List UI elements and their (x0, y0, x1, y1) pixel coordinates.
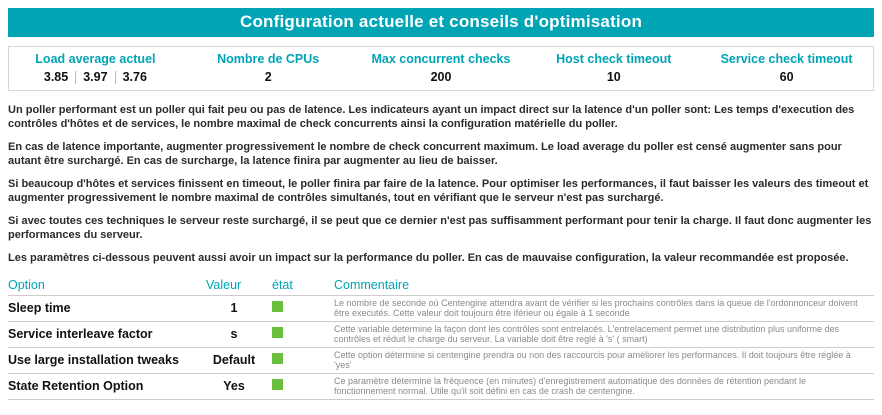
option-comment: Cette option détermine si centengine pre… (334, 349, 851, 371)
advice-paragraph: Si beaucoup d'hôtes et services finissen… (8, 178, 869, 204)
column-header-value: Valeur (206, 277, 242, 292)
option-comment: Le nombre de seconde où Centengine atten… (334, 297, 858, 319)
stat-value: 200 (430, 70, 452, 84)
option-state (270, 299, 332, 317)
option-name: Sleep time (8, 301, 71, 315)
page-title: Configuration actuelle et conseils d'opt… (8, 8, 874, 37)
load-value-1: 3.85 (43, 70, 69, 84)
options-table: Option Valeur état Commentaire Sleep tim… (8, 276, 874, 400)
advice-paragraph: Un poller performant est un poller qui f… (8, 104, 855, 130)
option-state (270, 351, 332, 369)
option-name: Use large installation tweaks (8, 353, 179, 367)
option-name: State Retention Option (8, 379, 144, 393)
column-header-option: Option (8, 277, 45, 292)
stat-label: Nombre de CPUs (217, 52, 320, 66)
stat-value: 60 (779, 70, 794, 84)
option-value: 1 (230, 301, 238, 315)
status-ok-indicator (272, 301, 283, 312)
stat-host-check-timeout: Host check timeout 10 (527, 47, 700, 90)
column-header-state: état (272, 277, 293, 292)
column-header-comment: Commentaire (334, 277, 410, 292)
options-table-header: Option Valeur état Commentaire (8, 276, 874, 295)
load-value-15: 3.76 (122, 70, 147, 84)
option-value: s (230, 327, 238, 341)
advice-paragraph: En cas de latence importante, augmenter … (8, 141, 842, 167)
stat-value: 2 (264, 70, 272, 84)
option-value: Default (212, 353, 256, 367)
poller-config-page: Configuration actuelle et conseils d'opt… (8, 8, 874, 400)
option-state (270, 325, 332, 343)
advice-text-block: Un poller performant est un poller qui f… (8, 104, 874, 266)
status-ok-indicator (272, 327, 283, 338)
status-ok-indicator (272, 353, 283, 364)
advice-paragraph: Si avec toutes ces techniques le serveur… (8, 215, 872, 241)
stat-label: Max concurrent checks (371, 52, 511, 66)
value-divider (75, 70, 77, 84)
stat-load-average: Load average actuel 3.85 3.97 3.76 (9, 47, 182, 90)
advice-paragraph: Les paramètres ci-dessous peuvent aussi … (8, 252, 849, 264)
status-ok-indicator (272, 379, 283, 390)
option-state (270, 377, 332, 395)
stat-cpu-count: Nombre de CPUs 2 (182, 47, 355, 90)
stat-value: 10 (606, 70, 621, 84)
option-comment: Cette variable determine la façon dont l… (334, 323, 839, 345)
option-value: Yes (223, 379, 245, 393)
stat-label: Service check timeout (720, 52, 853, 66)
table-row: Use large installation tweaks Default Ce… (8, 346, 874, 373)
stat-max-concurrent-checks: Max concurrent checks 200 (355, 47, 528, 90)
stat-value-load-average: 3.85 3.97 3.76 (9, 70, 182, 84)
load-value-5: 3.97 (83, 70, 108, 84)
stat-label: Load average actuel (35, 52, 156, 66)
value-divider (114, 70, 116, 84)
table-row: Service interleave factor s Cette variab… (8, 320, 874, 347)
stat-label: Host check timeout (556, 52, 672, 66)
stat-service-check-timeout: Service check timeout 60 (700, 47, 873, 90)
table-row: State Retention Option Yes Ce paramètre … (8, 372, 874, 399)
option-comment: Ce paramètre détermine la fréquence (en … (334, 375, 807, 397)
table-row: Sleep time 1 Le nombre de seconde où Cen… (8, 294, 874, 321)
stats-summary-table: Load average actuel 3.85 3.97 3.76 Nombr… (8, 46, 874, 91)
option-name: Service interleave factor (8, 327, 153, 341)
